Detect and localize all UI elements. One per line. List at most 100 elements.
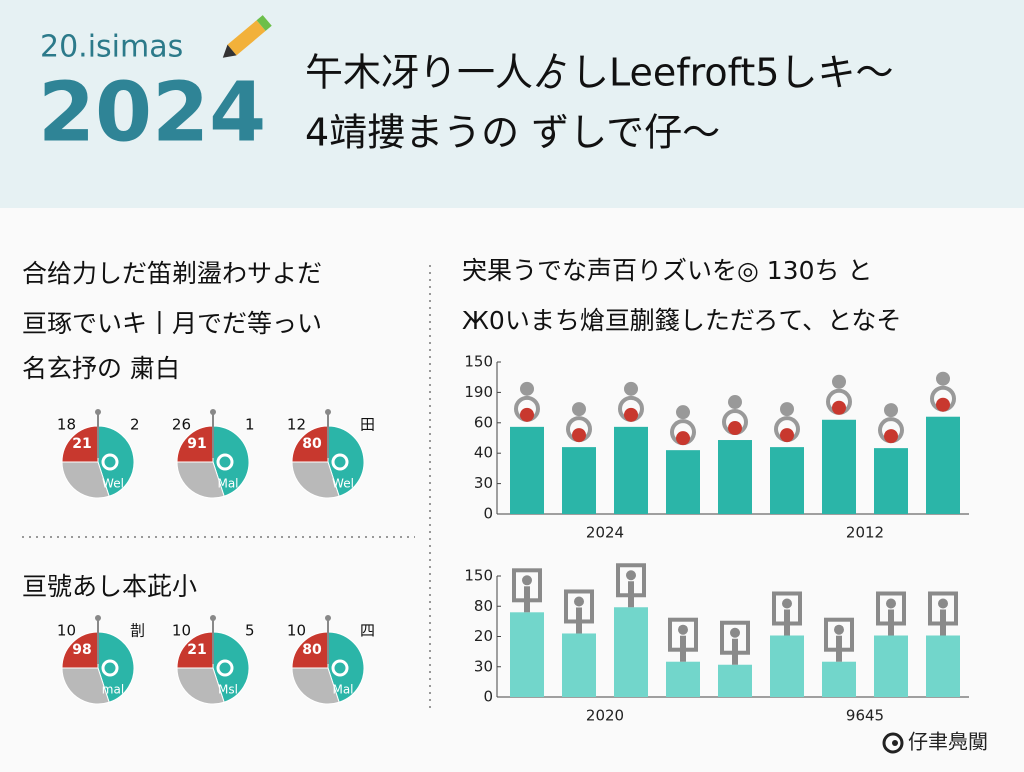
figure-head xyxy=(780,402,794,417)
y-tick-label: 190 xyxy=(464,383,493,401)
pie-inner: 91 xyxy=(187,436,206,452)
pie-slice xyxy=(291,631,329,669)
figure-stem xyxy=(732,638,738,665)
pie-slice xyxy=(61,631,99,669)
header-band xyxy=(0,0,1024,208)
pie-slice xyxy=(291,425,329,463)
y-tick-label: 30 xyxy=(474,474,493,492)
figure-head xyxy=(834,624,844,635)
figure-head xyxy=(572,402,586,417)
pie-slice xyxy=(61,667,110,705)
figure-dot xyxy=(884,429,898,444)
figure-head xyxy=(886,598,896,609)
x-tick-label: 2012 xyxy=(846,524,884,542)
x-tick-label: 9645 xyxy=(846,707,884,725)
figure-head xyxy=(624,381,638,396)
pie-ring xyxy=(331,453,349,471)
pie-slice xyxy=(176,461,225,499)
pie-inner: 21 xyxy=(187,642,206,658)
section-text: 名玄抒の 粛白 xyxy=(22,354,180,383)
figure-head xyxy=(884,403,898,418)
y-tick-label: 0 xyxy=(483,688,493,706)
pie-inner: 80 xyxy=(302,436,322,452)
figure-dot xyxy=(728,421,742,436)
pie-label: 剒 xyxy=(130,622,145,640)
figure-dot xyxy=(676,431,690,446)
y-tick-label: 30 xyxy=(474,657,493,675)
figure-stem xyxy=(784,609,790,636)
y-tick-label: 150 xyxy=(464,567,493,585)
pin-head xyxy=(210,409,216,415)
pie-tag: Mal xyxy=(217,477,238,491)
pie-tag: Wel xyxy=(332,477,354,491)
figure-dot xyxy=(936,397,950,412)
bar xyxy=(562,447,596,514)
pin-head xyxy=(95,615,101,621)
pin-head xyxy=(325,615,331,621)
pie-inner: 21 xyxy=(72,436,91,452)
pencil-icon xyxy=(222,15,272,58)
bar xyxy=(666,450,700,514)
figure-head xyxy=(782,598,792,609)
pie-label: 12 xyxy=(287,416,306,434)
header-title: 午木冴り一人ゟしLeefroft5しキ〜 xyxy=(305,51,893,95)
bar xyxy=(718,664,752,697)
pie-tag: Msl xyxy=(218,683,238,697)
figure-stem xyxy=(524,586,530,613)
y-tick-label: 0 xyxy=(483,505,493,523)
pie-slice xyxy=(291,461,340,499)
figure-stem xyxy=(940,609,946,636)
pie-tag: Mal xyxy=(332,683,353,697)
pie-slice xyxy=(176,631,214,669)
figure-head xyxy=(832,374,846,389)
pin-head xyxy=(210,615,216,621)
pie-slice xyxy=(291,667,340,705)
chart-title: Ж0いまち熗亘蒯籛しただろて、となそ xyxy=(462,306,901,335)
x-tick-label: 2020 xyxy=(586,707,624,725)
header-year: 2024 xyxy=(38,65,266,160)
figure-dot xyxy=(572,428,586,443)
y-tick-label: 60 xyxy=(474,413,493,431)
bar xyxy=(510,426,544,514)
pie-label: 26 xyxy=(172,416,191,434)
bar xyxy=(666,661,700,697)
pin-head xyxy=(325,409,331,415)
bar xyxy=(510,612,544,697)
pie-slice xyxy=(61,461,110,499)
pie-label: 1 xyxy=(245,416,255,434)
pie-tag: mal xyxy=(102,683,124,697)
figure-dot xyxy=(624,407,638,422)
bar xyxy=(874,635,908,697)
figure-stem xyxy=(888,609,894,636)
pie-slice xyxy=(176,667,225,705)
pie-label: 5 xyxy=(245,622,255,640)
figure-stem xyxy=(836,635,842,662)
bar xyxy=(926,635,960,697)
pie-label: 18 xyxy=(57,416,76,434)
bar xyxy=(718,440,752,514)
y-tick-label: 20 xyxy=(474,627,493,645)
figure-head xyxy=(574,596,584,607)
bar xyxy=(874,448,908,514)
figure-head xyxy=(522,575,532,586)
figure-dot xyxy=(832,400,846,415)
section-text: 亘號あし本茈小 xyxy=(22,572,197,601)
figure-head xyxy=(626,570,636,581)
pie-label: 2 xyxy=(130,416,140,434)
pie-label: 四 xyxy=(360,622,375,640)
pie-label: 10 xyxy=(57,622,76,640)
figure-stem xyxy=(628,581,634,608)
footer-logo xyxy=(882,732,904,754)
pie-slice xyxy=(176,425,214,463)
pie-tag: Wel xyxy=(102,477,124,491)
pin-head xyxy=(95,409,101,415)
pie-inner: 80 xyxy=(302,642,322,658)
pie-label: 10 xyxy=(287,622,306,640)
figure-stem xyxy=(680,635,686,662)
figure-head xyxy=(936,371,950,386)
figure-dot xyxy=(520,407,534,422)
pie-ring xyxy=(101,453,119,471)
bar xyxy=(770,635,804,697)
pie-ring xyxy=(101,659,119,677)
bar xyxy=(822,419,856,514)
